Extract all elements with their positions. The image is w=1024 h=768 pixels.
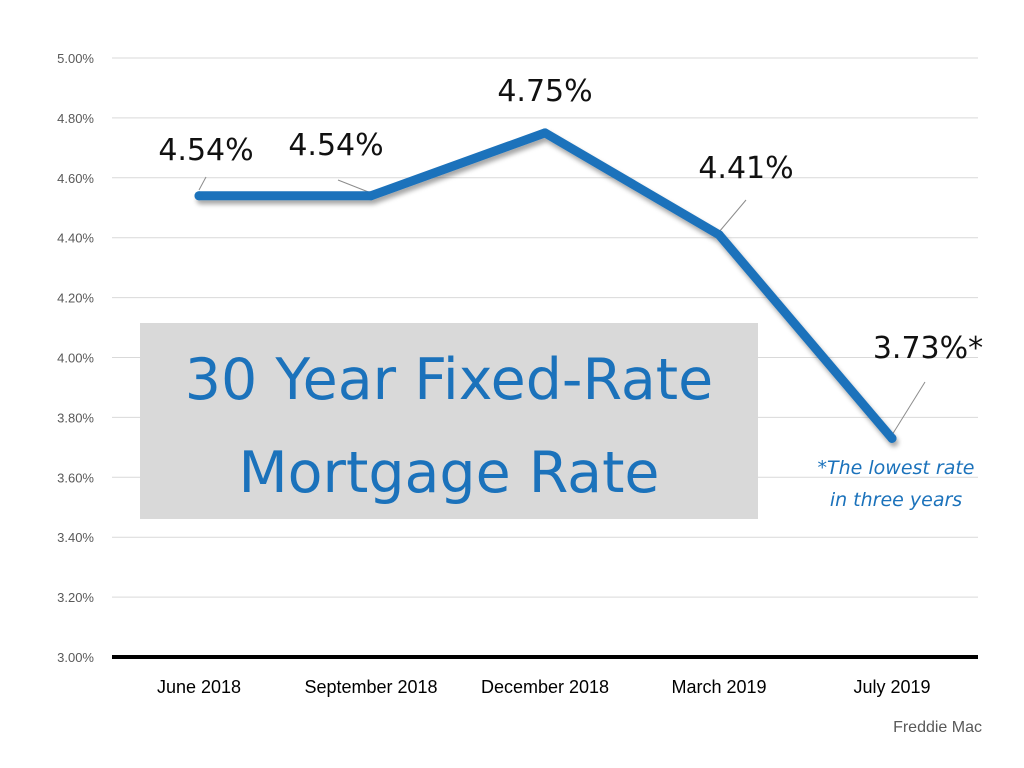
y-tick-label: 4.00%: [57, 351, 94, 366]
x-category-label: December 2018: [481, 677, 609, 697]
data-labels: 4.54% 4.54% 4.75% 4.41% 3.73%*: [158, 74, 983, 366]
data-point: [194, 191, 204, 201]
y-tick-label: 4.80%: [57, 111, 94, 126]
chart-title-line-2: Mortgage Rate: [238, 440, 659, 506]
data-point: [540, 128, 550, 138]
data-label: 4.54%: [158, 133, 253, 168]
y-tick-label: 5.00%: [57, 51, 94, 66]
data-points: [194, 128, 897, 443]
leader-line: [337, 179, 372, 194]
annotation-line-1: *The lowest rate: [818, 457, 975, 479]
data-point: [366, 191, 376, 201]
x-axis-categories: June 2018 September 2018 December 2018 Marc…: [157, 677, 931, 697]
source-label: Freddie Mac: [893, 719, 982, 736]
data-label: 3.73%*: [873, 331, 983, 366]
y-tick-label: 3.60%: [57, 470, 94, 485]
y-tick-label: 4.60%: [57, 171, 94, 186]
annotation-line-2: in three years: [830, 489, 962, 511]
y-tick-label: 4.20%: [57, 291, 94, 306]
title-box: [140, 323, 758, 519]
y-tick-label: 3.80%: [57, 410, 94, 425]
leader-line: [891, 381, 926, 436]
data-label: 4.54%: [288, 128, 383, 163]
x-category-label: June 2018: [157, 677, 241, 697]
x-category-label: July 2019: [853, 677, 930, 697]
leader-line: [198, 176, 207, 191]
y-tick-label: 3.00%: [57, 650, 94, 665]
data-point: [887, 433, 897, 443]
leader-line: [718, 199, 747, 233]
chart-title-line-1: 30 Year Fixed-Rate: [185, 347, 713, 413]
y-tick-label: 3.20%: [57, 590, 94, 605]
y-tick-label: 4.40%: [57, 231, 94, 246]
data-label: 4.41%: [698, 151, 793, 186]
y-tick-label: 3.40%: [57, 530, 94, 545]
data-label: 4.75%: [497, 74, 592, 109]
label-leader-lines: [198, 176, 926, 436]
data-point: [714, 230, 724, 240]
y-axis-ticks: 3.00% 3.20% 3.40% 3.60% 3.80% 4.00% 4.20% 4.40%…: [57, 51, 94, 665]
x-category-label: March 2019: [671, 677, 766, 697]
x-category-label: September 2018: [304, 677, 437, 697]
